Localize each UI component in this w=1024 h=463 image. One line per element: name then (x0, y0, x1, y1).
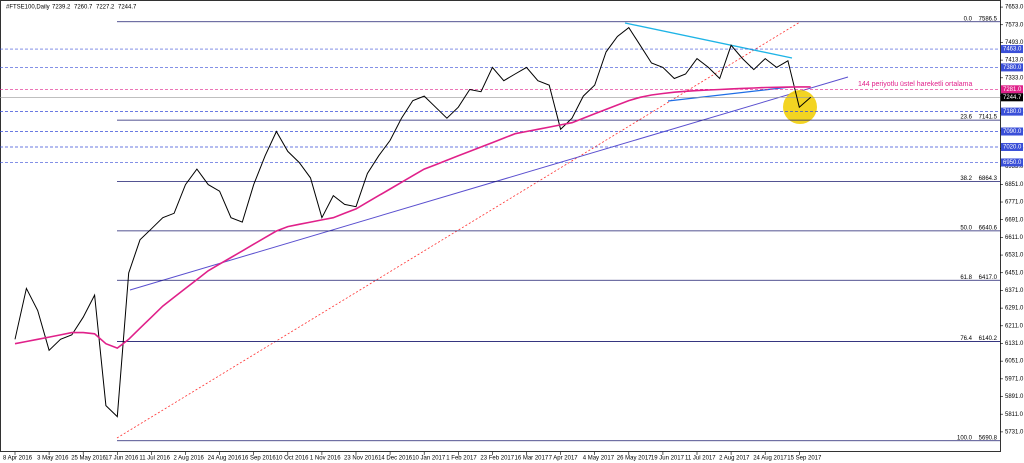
level-label: 7281.0 (1003, 87, 1022, 93)
x-tick-label: 10 Oct 2016 (276, 456, 309, 462)
fib-ratio: 50.0 (960, 225, 972, 231)
y-tick-label: 6851.0 (1005, 182, 1024, 188)
y-tick-label: 6051.0 (1005, 359, 1024, 365)
x-tick-label: 19 Jun 2017 (651, 456, 685, 462)
fib-ratio: 23.6 (960, 115, 972, 121)
y-tick-label: 5811.0 (1005, 412, 1024, 418)
y-tick-label: 6211.0 (1005, 323, 1024, 329)
level-label: 6950.0 (1003, 160, 1022, 166)
x-tick-label: 23 Nov 2016 (344, 456, 379, 462)
trend-line (129, 76, 849, 291)
level-label: 7463.0 (1003, 47, 1022, 53)
y-tick-label: 6691.0 (1005, 217, 1024, 223)
x-tick-label: 8 Apr 2016 (3, 456, 33, 462)
y-tick-label: 6531.0 (1005, 253, 1024, 259)
y-tick-label: 5731.0 (1005, 429, 1024, 435)
ohlc-value: 7227.2 (96, 5, 115, 11)
x-tick-label: 11 Jul 2016 (139, 456, 170, 462)
ohlc-header: 7239.2 7260.7 7227.2 7244.7 (52, 5, 137, 11)
y-tick-label: 5891.0 (1005, 394, 1024, 400)
level-box (1001, 63, 1023, 72)
y-tick-label: 6291.0 (1005, 306, 1024, 312)
x-tick-label: 2 Aug 2016 (174, 456, 205, 462)
ohlc-value: 7239.2 (52, 5, 71, 11)
y-tick-label: 7333.0 (1005, 75, 1024, 81)
x-tick-label: 7 Apr 2017 (549, 456, 579, 462)
x-tick-label: 16 Sep 2016 (242, 456, 277, 462)
fib-ratio: 100.0 (957, 435, 973, 441)
level-box (1001, 93, 1023, 102)
y-tick-label: 7653.0 (1005, 5, 1024, 11)
ema-line (14, 86, 811, 350)
x-tick-label: 1 Feb 2017 (446, 456, 477, 462)
x-tick-label: 15 Sep 2017 (787, 456, 822, 462)
y-tick-label: 5971.0 (1005, 376, 1024, 382)
y-tick-label: 7413.0 (1005, 58, 1024, 64)
level-label: 7380.0 (1003, 65, 1022, 71)
y-tick-label: 6451.0 (1005, 270, 1024, 276)
x-tick-label: 26 May 2017 (617, 456, 652, 462)
trend-line-lower (667, 86, 791, 102)
fib-ratio: 61.8 (960, 275, 972, 281)
ohlc-value: 7260.7 (74, 5, 93, 11)
fib-value: 7141.5 (979, 115, 998, 121)
level-box (1001, 127, 1023, 136)
x-tick-label: 16 Mar 2017 (515, 456, 549, 462)
y-tick-label: 6371.0 (1005, 288, 1024, 294)
x-tick-label: 24 Aug 2017 (753, 456, 787, 462)
fib-ratio: 38.2 (960, 176, 972, 182)
x-tick-label: 10 Jan 2017 (412, 456, 446, 462)
fib-value: 6417.0 (979, 275, 998, 281)
y-tick-label: 6771.0 (1005, 200, 1024, 206)
x-tick-label: 3 May 2016 (37, 456, 69, 462)
level-box (1001, 142, 1023, 151)
fib-value: 5690.8 (979, 435, 998, 441)
level-box (1001, 158, 1023, 167)
x-tick-label: 4 May 2017 (583, 456, 615, 462)
x-tick-label: 17 Jun 2016 (105, 456, 139, 462)
y-tick-label: 6933.0 (1005, 164, 1024, 170)
chart-title: #FTSE100,Daily (6, 5, 50, 11)
level-label: 7090.0 (1003, 129, 1022, 135)
price-line (14, 26, 812, 418)
level-box (1001, 107, 1023, 116)
x-tick-label: 24 Aug 2016 (208, 456, 242, 462)
level-box (1001, 85, 1023, 94)
x-tick-label: 11 Jul 2017 (685, 456, 716, 462)
x-tick-label: 25 May 2016 (71, 456, 106, 462)
level-label: 7180.0 (1003, 109, 1022, 115)
fib-value: 6640.6 (979, 225, 998, 231)
x-tick-label: 2 Aug 2017 (719, 456, 750, 462)
x-tick-label: 14 Dec 2016 (378, 456, 413, 462)
fib-value: 6140.2 (979, 336, 998, 342)
y-tick-label: 7493.0 (1005, 40, 1024, 46)
x-tick-label: 1 Nov 2016 (310, 456, 341, 462)
plot-frame (0, 0, 1001, 452)
trend-dotted (116, 21, 801, 439)
y-tick-label: 7573.0 (1005, 22, 1024, 28)
fib-ratio: 76.4 (960, 336, 972, 342)
fib-ratio: 0.0 (964, 16, 973, 22)
annotation: 144 periyotlu üstel hareketli ortalama (858, 81, 973, 88)
fib-value: 7586.5 (979, 16, 998, 22)
level-label: 7244.7 (1003, 95, 1022, 101)
fib-value: 6864.3 (979, 176, 998, 182)
level-label: 7020.0 (1003, 145, 1022, 151)
trend-line-upper (624, 22, 793, 59)
ohlc-value: 7244.7 (118, 5, 137, 11)
x-tick-label: 23 Feb 2017 (480, 456, 514, 462)
y-tick-label: 6611.0 (1005, 235, 1024, 241)
y-tick-label: 6131.0 (1005, 341, 1024, 347)
level-box (1001, 45, 1023, 54)
